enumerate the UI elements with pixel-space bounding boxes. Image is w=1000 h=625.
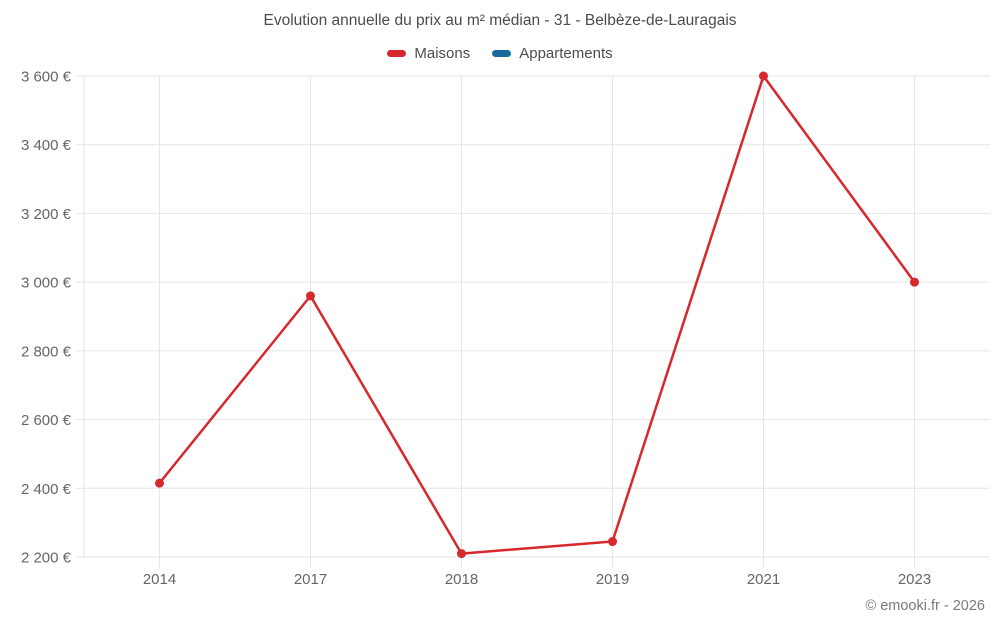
y-axis-label: 3 000 €: [21, 275, 72, 292]
legend-item-appartements[interactable]: Appartements: [492, 45, 613, 62]
data-point-maisons-2021[interactable]: [759, 71, 768, 81]
credit-text: © emooki.fr - 2026: [865, 598, 985, 614]
x-axis-label: 2021: [747, 571, 780, 588]
y-axis-label: 2 400 €: [21, 481, 72, 498]
legend-item-maisons[interactable]: Maisons: [387, 45, 470, 62]
data-point-maisons-2018[interactable]: [457, 549, 466, 559]
y-axis-label: 3 600 €: [21, 69, 72, 86]
legend-marker-maisons: [387, 50, 407, 57]
legend-marker-appartements: [492, 50, 512, 57]
data-point-maisons-2019[interactable]: [608, 537, 617, 547]
data-point-maisons-2017[interactable]: [306, 291, 315, 301]
y-axis-label: 2 800 €: [21, 343, 72, 360]
x-axis-label: 2017: [294, 571, 327, 588]
x-axis-label: 2019: [596, 571, 629, 588]
legend-label-appartements: Appartements: [519, 45, 613, 62]
y-axis-label: 3 400 €: [21, 137, 72, 154]
legend-label-maisons: Maisons: [414, 45, 471, 62]
x-axis-label: 2023: [898, 571, 931, 588]
series-line-maisons: [158, 74, 916, 555]
data-point-maisons-2014[interactable]: [155, 478, 164, 488]
chart-title: Evolution annuelle du prix au m² médian …: [263, 12, 737, 29]
x-axis-label: 2014: [143, 571, 176, 588]
x-axis-label: 2018: [445, 571, 478, 588]
y-axis-label: 3 200 €: [21, 206, 72, 223]
legend: Maisons Appartements: [0, 45, 1000, 62]
y-axis-label: 2 200 €: [21, 550, 72, 567]
y-axis-label: 2 600 €: [21, 412, 72, 429]
data-point-maisons-2023[interactable]: [910, 277, 919, 287]
